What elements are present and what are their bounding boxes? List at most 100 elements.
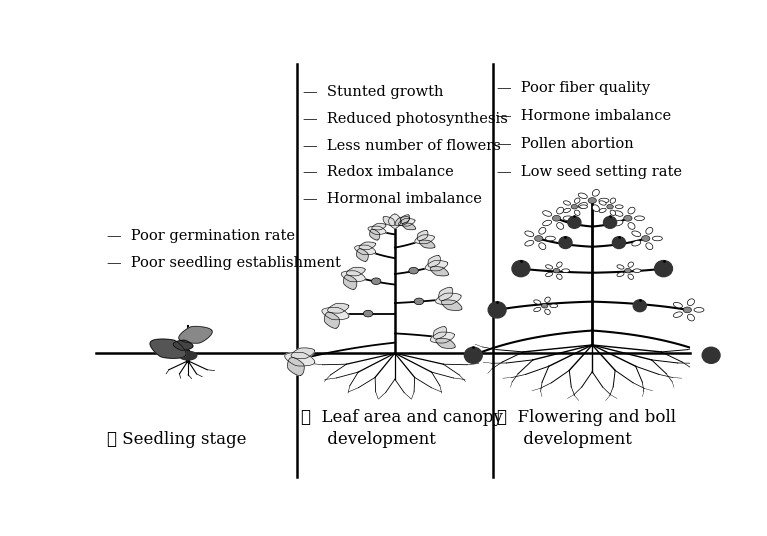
Ellipse shape xyxy=(545,272,553,277)
Ellipse shape xyxy=(599,209,606,213)
Ellipse shape xyxy=(617,265,624,269)
Ellipse shape xyxy=(545,265,553,269)
Polygon shape xyxy=(425,260,448,271)
Ellipse shape xyxy=(615,205,623,209)
Polygon shape xyxy=(399,219,415,226)
Ellipse shape xyxy=(592,205,599,212)
Circle shape xyxy=(624,269,631,273)
Text: —  Low seed setting rate: — Low seed setting rate xyxy=(497,165,682,179)
Polygon shape xyxy=(328,303,349,313)
Ellipse shape xyxy=(604,217,617,228)
Circle shape xyxy=(641,236,650,241)
Text: —  Poor fiber quality: — Poor fiber quality xyxy=(497,81,650,95)
Polygon shape xyxy=(417,230,428,241)
Ellipse shape xyxy=(703,347,720,363)
Ellipse shape xyxy=(538,243,546,250)
Ellipse shape xyxy=(617,272,624,277)
Text: —  Poor germination rate: — Poor germination rate xyxy=(107,229,295,243)
Ellipse shape xyxy=(561,269,570,272)
Ellipse shape xyxy=(557,222,564,229)
Text: —  Less number of flowers: — Less number of flowers xyxy=(303,139,501,153)
Polygon shape xyxy=(441,300,462,310)
Polygon shape xyxy=(433,326,446,339)
Circle shape xyxy=(683,307,692,313)
Ellipse shape xyxy=(599,201,606,205)
Polygon shape xyxy=(430,332,455,343)
Ellipse shape xyxy=(512,260,530,277)
Ellipse shape xyxy=(610,210,616,215)
Ellipse shape xyxy=(534,300,541,304)
Ellipse shape xyxy=(488,302,506,318)
Ellipse shape xyxy=(559,237,572,249)
Text: ③  Flowering and boll
     development: ③ Flowering and boll development xyxy=(497,409,676,448)
Text: —  Pollen abortion: — Pollen abortion xyxy=(497,137,634,151)
Ellipse shape xyxy=(525,241,534,246)
Ellipse shape xyxy=(628,207,635,214)
Ellipse shape xyxy=(646,243,653,250)
Ellipse shape xyxy=(653,236,663,241)
Ellipse shape xyxy=(578,203,588,208)
Ellipse shape xyxy=(654,260,673,277)
Ellipse shape xyxy=(646,227,653,234)
Polygon shape xyxy=(346,267,365,276)
Ellipse shape xyxy=(557,207,564,214)
Ellipse shape xyxy=(610,198,616,203)
Ellipse shape xyxy=(568,217,581,228)
Polygon shape xyxy=(420,240,435,248)
Circle shape xyxy=(607,204,614,209)
Ellipse shape xyxy=(557,262,562,267)
Polygon shape xyxy=(383,217,395,226)
Polygon shape xyxy=(344,275,357,289)
Polygon shape xyxy=(372,224,386,230)
Ellipse shape xyxy=(574,210,580,215)
Ellipse shape xyxy=(464,347,482,363)
Ellipse shape xyxy=(599,198,609,203)
Ellipse shape xyxy=(612,237,626,249)
Ellipse shape xyxy=(545,309,550,315)
Circle shape xyxy=(364,310,373,317)
Polygon shape xyxy=(402,223,416,230)
Ellipse shape xyxy=(632,231,640,236)
Circle shape xyxy=(588,198,597,203)
Polygon shape xyxy=(150,339,186,358)
Polygon shape xyxy=(341,271,365,282)
Ellipse shape xyxy=(673,302,683,308)
Text: —  Redox imbalance: — Redox imbalance xyxy=(303,166,453,180)
Circle shape xyxy=(571,204,578,209)
Circle shape xyxy=(624,215,632,221)
Polygon shape xyxy=(291,348,314,359)
Polygon shape xyxy=(439,287,453,301)
Ellipse shape xyxy=(687,299,694,306)
Ellipse shape xyxy=(634,300,647,311)
Circle shape xyxy=(414,298,423,304)
Ellipse shape xyxy=(542,211,551,216)
Ellipse shape xyxy=(628,262,634,267)
Ellipse shape xyxy=(534,307,541,311)
Circle shape xyxy=(371,278,381,285)
Polygon shape xyxy=(395,217,410,226)
Ellipse shape xyxy=(563,216,573,221)
Polygon shape xyxy=(324,312,340,328)
Ellipse shape xyxy=(574,198,580,203)
Ellipse shape xyxy=(557,274,562,279)
Ellipse shape xyxy=(614,220,623,226)
Ellipse shape xyxy=(633,269,641,272)
Ellipse shape xyxy=(545,297,550,302)
Ellipse shape xyxy=(634,216,644,221)
Polygon shape xyxy=(388,214,401,228)
Polygon shape xyxy=(179,326,212,343)
Ellipse shape xyxy=(564,201,571,205)
Circle shape xyxy=(535,236,543,241)
Polygon shape xyxy=(368,226,386,234)
Ellipse shape xyxy=(179,351,197,360)
Polygon shape xyxy=(400,215,410,224)
Polygon shape xyxy=(288,358,304,376)
Circle shape xyxy=(552,215,561,221)
Ellipse shape xyxy=(592,189,599,196)
Polygon shape xyxy=(436,339,455,348)
Text: —  Poor seedling establishment: — Poor seedling establishment xyxy=(107,256,341,270)
Ellipse shape xyxy=(632,241,640,246)
Polygon shape xyxy=(357,249,368,262)
Circle shape xyxy=(542,303,548,308)
Circle shape xyxy=(409,267,418,274)
